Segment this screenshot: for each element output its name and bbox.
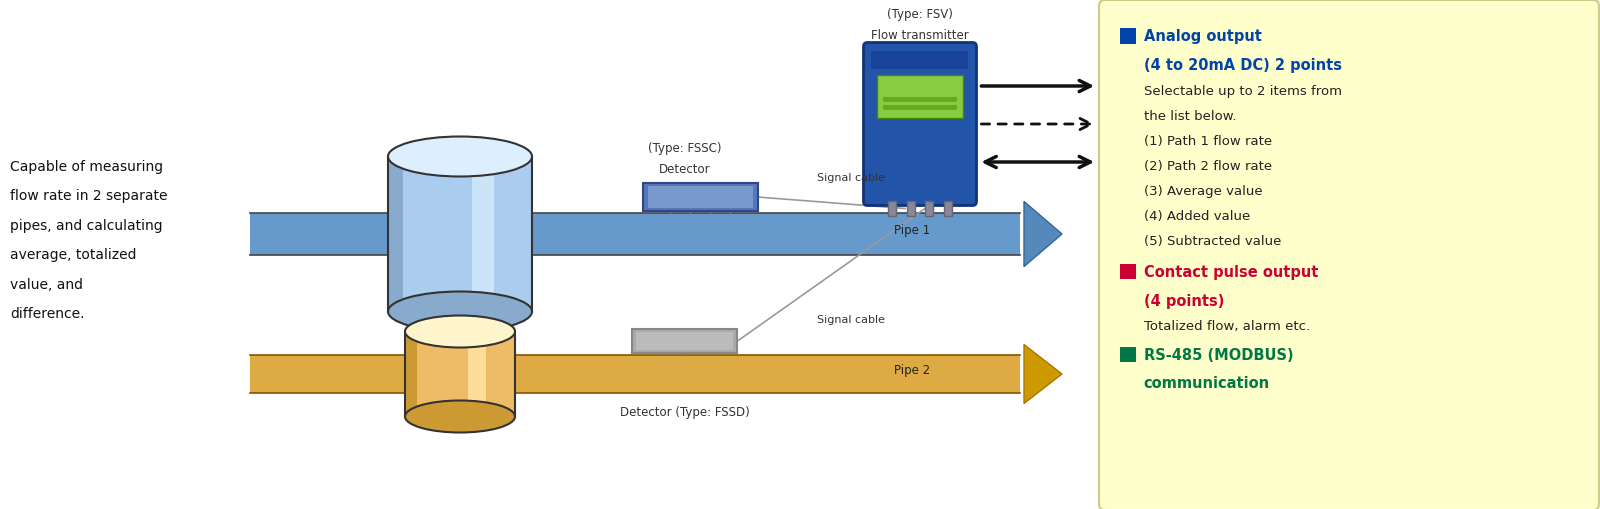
Text: Selectable up to 2 items from: Selectable up to 2 items from: [1144, 84, 1341, 97]
Text: (2) Path 2 flow rate: (2) Path 2 flow rate: [1144, 160, 1272, 173]
Text: pipes, and calculating: pipes, and calculating: [10, 218, 163, 233]
Text: value, and: value, and: [10, 277, 83, 292]
Text: the list below.: the list below.: [1144, 109, 1235, 123]
Ellipse shape: [387, 137, 531, 177]
Bar: [648, 187, 752, 209]
Text: (4 points): (4 points): [1144, 293, 1224, 308]
FancyBboxPatch shape: [1099, 1, 1598, 509]
Bar: [250, 214, 1021, 256]
FancyBboxPatch shape: [877, 76, 963, 119]
Bar: [872, 51, 968, 69]
Text: Signal cable: Signal cable: [818, 173, 885, 183]
Bar: [944, 201, 952, 216]
Ellipse shape: [387, 292, 531, 332]
FancyArrow shape: [1024, 345, 1062, 404]
FancyArrow shape: [1024, 202, 1062, 267]
FancyBboxPatch shape: [864, 43, 976, 206]
Bar: [637, 332, 733, 350]
Bar: [888, 201, 896, 216]
Text: (4) Added value: (4) Added value: [1144, 210, 1250, 222]
Text: Detector (Type: FSSD): Detector (Type: FSSD): [621, 405, 750, 418]
Text: (3) Average value: (3) Average value: [1144, 185, 1262, 197]
Text: Pipe 1: Pipe 1: [894, 224, 930, 237]
Bar: [405, 332, 515, 417]
Text: difference.: difference.: [10, 307, 85, 321]
Bar: [883, 106, 957, 111]
Text: Capable of measuring: Capable of measuring: [10, 160, 163, 174]
Text: Analog output: Analog output: [1144, 30, 1261, 44]
Text: (Type: FSSC): (Type: FSSC): [648, 142, 722, 155]
Bar: [643, 184, 757, 212]
Text: Signal cable: Signal cable: [818, 315, 885, 324]
Bar: [1120, 29, 1136, 45]
Bar: [632, 329, 738, 353]
Bar: [387, 157, 403, 312]
Text: average, totalized: average, totalized: [10, 248, 136, 262]
Text: (Type: FSV): (Type: FSV): [886, 9, 954, 21]
Bar: [467, 332, 486, 417]
Bar: [405, 332, 418, 417]
Text: Pipe 2: Pipe 2: [894, 364, 930, 377]
Bar: [472, 157, 494, 312]
Text: RS-485 (MODBUS): RS-485 (MODBUS): [1144, 347, 1293, 362]
Text: (1) Path 1 flow rate: (1) Path 1 flow rate: [1144, 134, 1272, 148]
Text: communication: communication: [1144, 376, 1270, 390]
Text: (5) Subtracted value: (5) Subtracted value: [1144, 235, 1282, 248]
Ellipse shape: [405, 316, 515, 348]
Ellipse shape: [405, 401, 515, 433]
Bar: [907, 201, 915, 216]
Text: Flow transmitter: Flow transmitter: [870, 30, 970, 42]
Bar: [250, 355, 1021, 393]
Text: (4 to 20mA DC) 2 points: (4 to 20mA DC) 2 points: [1144, 58, 1341, 73]
Text: Contact pulse output: Contact pulse output: [1144, 265, 1318, 279]
Text: Totalized flow, alarm etc.: Totalized flow, alarm etc.: [1144, 320, 1310, 333]
Bar: [387, 157, 531, 312]
Bar: [883, 98, 957, 103]
Bar: [1120, 347, 1136, 362]
Text: Detector: Detector: [659, 163, 710, 176]
Text: flow rate in 2 separate: flow rate in 2 separate: [10, 189, 168, 203]
Bar: [925, 201, 933, 216]
Bar: [1120, 265, 1136, 280]
